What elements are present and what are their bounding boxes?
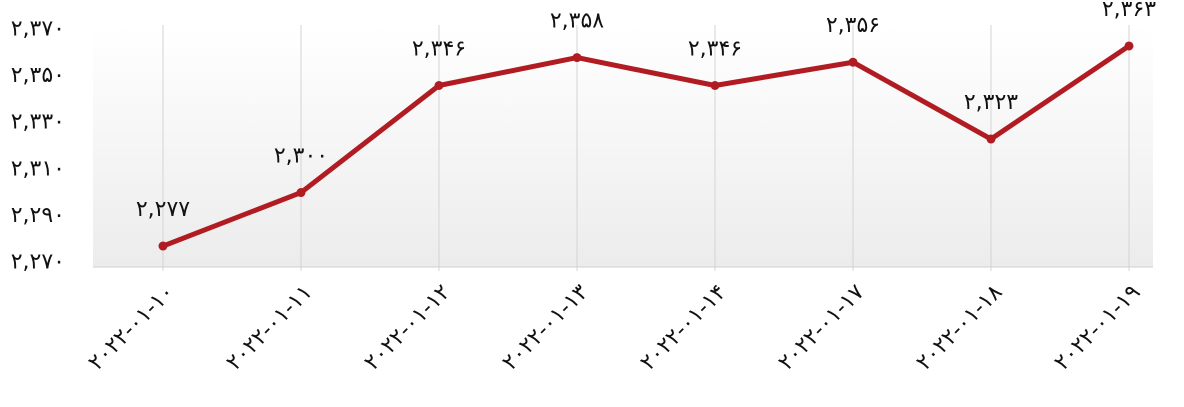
x-tick-label: ۲۰۲۲-۰۱-۱۸ xyxy=(912,280,1008,376)
data-label: ۲,۳۵۶ xyxy=(826,13,880,38)
y-tick-label: ۲,۳۷۰ xyxy=(11,17,65,42)
data-label: ۲,۳۲۳ xyxy=(964,90,1018,115)
data-label: ۲,۲۷۷ xyxy=(136,197,190,222)
y-tick-label: ۲,۲۹۰ xyxy=(11,203,65,228)
series-line xyxy=(162,43,1131,249)
plot-background xyxy=(93,25,1153,267)
y-tick-label: ۲,۳۱۰ xyxy=(11,156,65,181)
data-point xyxy=(1124,41,1134,51)
data-point xyxy=(572,53,582,63)
data-point xyxy=(158,241,168,251)
data-label: ۲,۳۵۸ xyxy=(550,9,604,34)
data-point xyxy=(710,81,720,90)
x-tick-label: ۲۰۲۲-۰۱-۱۰ xyxy=(84,280,180,376)
data-label: ۲,۳۰۰ xyxy=(274,144,328,169)
x-tick-label: ۲۰۲۲-۰۱-۱۳ xyxy=(498,280,594,376)
x-tick-label: ۲۰۲۲-۰۱-۱۹ xyxy=(1050,280,1146,376)
y-tick-label: ۲,۲۷۰ xyxy=(11,249,65,274)
data-label: ۲,۳۴۶ xyxy=(688,37,742,62)
data-label: ۲,۳۴۶ xyxy=(412,37,466,62)
x-tick-label: ۲۰۲۲-۰۱-۱۷ xyxy=(774,280,870,376)
x-tick-label: ۲۰۲۲-۰۱-۱۴ xyxy=(636,280,732,376)
data-point xyxy=(296,188,306,198)
y-tick-label: ۲,۳۵۰ xyxy=(11,63,65,88)
x-tick-label: ۲۰۲۲-۰۱-۱۲ xyxy=(360,280,456,376)
data-point xyxy=(848,57,858,67)
x-tick-label: ۲۰۲۲-۰۱-۱۱ xyxy=(222,280,318,376)
y-tick-label: ۲,۳۳۰ xyxy=(11,110,65,135)
data-point xyxy=(986,134,996,144)
data-label: ۲,۳۶۳ xyxy=(1102,0,1156,22)
data-point xyxy=(434,81,444,90)
